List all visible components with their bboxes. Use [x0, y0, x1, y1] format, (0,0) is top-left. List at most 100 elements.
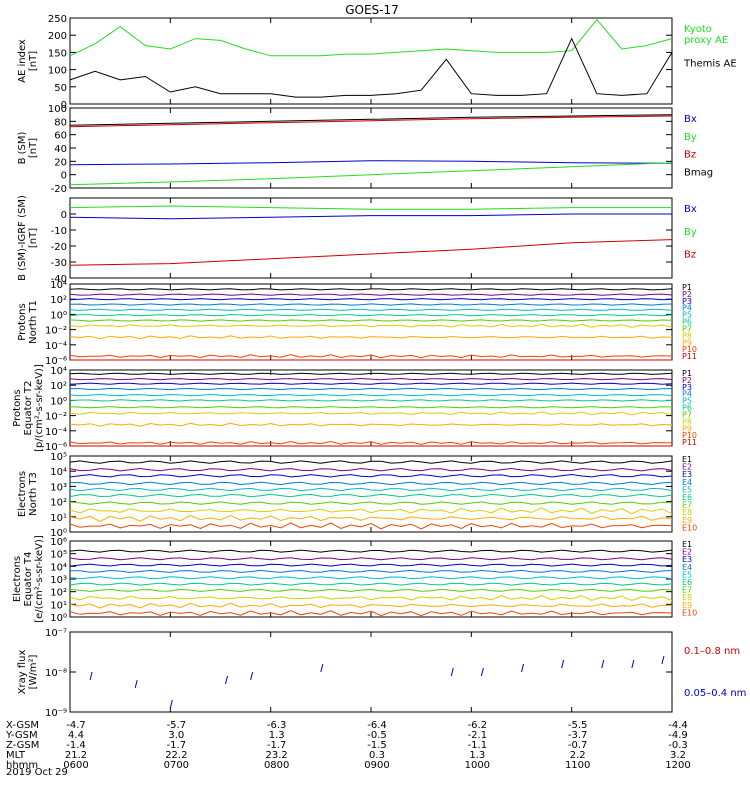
ephemeris-value: 1000: [465, 760, 490, 771]
data-point: [601, 659, 605, 669]
series-line-e9: [69, 514, 673, 522]
series-line-by: [69, 162, 673, 186]
panel-frame: [69, 631, 673, 713]
y-tick-label: 10¹: [50, 513, 67, 524]
series-line-p4: [70, 387, 673, 391]
ephemeris-value: 1.3: [269, 730, 285, 741]
y-tick-label: 100: [48, 66, 67, 77]
ephemeris-row-label: Z-GSM: [6, 740, 39, 751]
y-tick-label: 100: [48, 104, 67, 115]
ephemeris-value: 1200: [665, 760, 690, 771]
series-line-e3: [69, 473, 673, 478]
y-tick-label: -10: [51, 226, 67, 237]
y-tick-label: 10²: [50, 588, 67, 599]
legend-e9: E9: [682, 516, 692, 525]
panel-b_igrf: -40 -30 -20 -10 0 B (SM)-IGRF (SM)[nT] Bx By Bz: [17, 195, 697, 285]
panel-protons_north: 10⁻⁶ 10⁻⁴ 10⁻² 10⁰ 10² 10⁴ ProtonsNorth T1 P1P2…: [17, 280, 697, 367]
series-line-e6: [69, 582, 673, 586]
legend-e2: E2: [682, 548, 692, 557]
legend-p6: P6: [682, 404, 692, 413]
y-tick-label: 10³: [50, 575, 67, 586]
series-line-e3: [69, 563, 673, 567]
legend-p2: P2: [682, 290, 692, 299]
y-tick-label: 10⁻⁴: [45, 341, 67, 352]
ephemeris-value: 0600: [63, 760, 88, 771]
y-tick-label: 10⁻⁶: [45, 442, 67, 453]
legend-e4: E4: [682, 478, 692, 487]
series-line-themis-ae: [69, 37, 673, 98]
legend-p9: P9: [682, 424, 692, 433]
ephemeris-value: 0900: [364, 760, 389, 771]
series-line-bx: [69, 213, 672, 220]
legend-p1: P1: [682, 369, 692, 378]
ephemeris-value: -1.7: [267, 740, 287, 751]
legend-e7: E7: [682, 501, 692, 510]
series-line-e4: [69, 569, 673, 573]
data-point: [320, 663, 324, 673]
y-tick-label: 10⁰: [50, 528, 67, 539]
y-tick-label: 10⁻⁴: [45, 427, 67, 438]
series-line-e7: [69, 588, 673, 592]
plot-title: GOES-17: [345, 3, 399, 17]
series-line-p1: [69, 372, 673, 375]
ephemeris-value: 23.2: [266, 750, 288, 761]
data-point: [561, 659, 565, 669]
y-tick-label: 10⁴: [50, 562, 67, 573]
y-tick-label: 10⁰: [50, 613, 67, 624]
y-tick-label: 10⁵: [50, 550, 67, 561]
y-tick-label: 10⁻⁶: [45, 356, 67, 367]
y-tick-label: 150: [48, 48, 67, 59]
data-point: [631, 659, 635, 669]
y-tick-label: -20: [51, 242, 67, 253]
series-line-e5: [69, 576, 673, 580]
series-line-e5: [69, 487, 673, 492]
ephemeris-value: 0.3: [369, 750, 385, 761]
time-axis-footer: X-GSM -4.7 -5.7 -6.3 -6.4 -6.2 -5.5 -4.4 Y-GSM 4.…: [5, 720, 691, 771]
series-line-p1: [69, 288, 673, 291]
y-tick-label: 20: [54, 157, 67, 168]
series-line-p2: [69, 293, 673, 296]
ephemeris-value: -4.9: [668, 730, 688, 741]
legend-p6: P6: [682, 318, 692, 327]
legend-p3: P3: [682, 297, 692, 306]
y-tick-label: 10⁻²: [45, 412, 67, 423]
legend-e3: E3: [682, 555, 692, 564]
ephemeris-value: 1.3: [469, 750, 485, 761]
legend-p5: P5: [682, 311, 692, 320]
y-tick-label: 10⁰: [50, 396, 67, 407]
ephemeris-value: -5.7: [167, 720, 187, 731]
y-tick-label: -20: [51, 184, 67, 195]
ephemeris-value: 4.4: [68, 730, 84, 741]
series-line-p7: [69, 406, 673, 409]
ephemeris-row-label: Y-GSM: [5, 730, 38, 741]
legend-bmag: Bmag: [684, 167, 713, 178]
y-tick-label: 10⁻⁸: [45, 668, 67, 679]
panel-b_sm: -20 0 20 40 60 80 100 B (SM)[nT] Bx By Bz Bmag: [17, 104, 713, 195]
ephemeris-value: 1100: [565, 760, 590, 771]
y-tick-label: 10⁴: [50, 467, 67, 478]
ephemeris-value: -0.3: [668, 740, 688, 751]
legend-bz: Bz: [684, 150, 696, 161]
ephemeris-value: 3.2: [670, 750, 686, 761]
y-tick-label: -40: [51, 274, 67, 285]
panel-frame: [69, 107, 673, 189]
y-axis-label: B (SM)[nT]: [17, 131, 39, 164]
ephemeris-value: -1.4: [66, 740, 86, 751]
legend-e10: E10: [682, 608, 697, 617]
legend-0-05-0-4-nm: 0.05–0.4 nm: [684, 688, 746, 699]
legend-p11: P11: [682, 438, 697, 447]
series-line-p8: [69, 411, 673, 416]
series-line-e9: [69, 602, 673, 609]
ephemeris-value: -1.7: [167, 740, 187, 751]
data-point: [134, 679, 138, 689]
data-point: [661, 655, 665, 665]
legend-e2: E2: [682, 463, 692, 472]
series-line-p4: [69, 303, 673, 306]
series-line-p3: [69, 298, 673, 301]
legend-e6: E6: [682, 493, 692, 502]
legend-by: By: [684, 132, 697, 143]
legend-p8: P8: [682, 331, 692, 340]
